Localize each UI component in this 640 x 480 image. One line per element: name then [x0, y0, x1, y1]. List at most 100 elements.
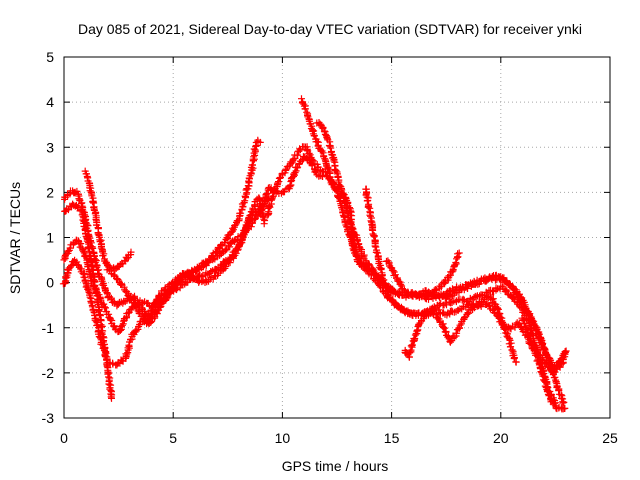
- grid-lines: [64, 57, 610, 418]
- series-trace-m: [518, 314, 570, 376]
- data-point: [446, 338, 454, 346]
- data-point: [294, 151, 302, 159]
- data-point: [502, 286, 510, 294]
- y-tick-label: 4: [46, 94, 54, 110]
- data-point: [96, 295, 104, 303]
- data-point: [356, 244, 364, 252]
- data-point: [552, 378, 560, 386]
- data-point: [390, 287, 398, 295]
- data-point: [488, 296, 496, 303]
- data-point: [413, 291, 421, 299]
- y-tick-label: 2: [46, 184, 54, 200]
- data-point: [453, 329, 461, 337]
- series-trace-g: [264, 143, 559, 407]
- data-point: [510, 355, 518, 362]
- data-point: [364, 203, 372, 211]
- data-point: [413, 327, 421, 335]
- data-point: [492, 276, 499, 284]
- data-point: [507, 343, 515, 351]
- data-point: [195, 278, 203, 286]
- data-point: [111, 266, 119, 274]
- data-point: [313, 138, 321, 145]
- series-trace-c: [81, 167, 135, 274]
- data-point: [389, 267, 397, 275]
- data-point: [454, 306, 462, 314]
- data-point: [172, 281, 179, 289]
- data-point: [79, 248, 87, 256]
- data-point: [79, 207, 87, 215]
- data-point: [105, 380, 113, 388]
- data-point: [508, 346, 516, 354]
- data-point: [256, 138, 264, 146]
- data-point: [247, 223, 255, 231]
- data-point: [274, 179, 282, 187]
- data-point: [96, 311, 103, 318]
- data-point: [540, 345, 548, 353]
- data-point: [456, 321, 464, 329]
- data-point: [110, 298, 118, 305]
- data-point: [431, 286, 439, 293]
- data-point: [124, 292, 132, 299]
- data-point: [263, 190, 271, 197]
- data-point: [349, 225, 357, 232]
- data-point: [371, 242, 379, 250]
- data-point: [372, 248, 380, 256]
- data-point: [94, 269, 102, 277]
- data-point: [448, 299, 456, 306]
- data-point: [444, 333, 452, 341]
- data-point: [348, 242, 356, 250]
- data-point: [249, 161, 256, 169]
- data-point: [240, 199, 248, 206]
- data-point: [370, 233, 378, 241]
- data-point: [84, 285, 92, 293]
- data-point: [445, 272, 453, 280]
- data-point: [303, 108, 311, 116]
- data-point: [455, 249, 463, 257]
- data-point: [338, 186, 346, 194]
- data-point: [329, 180, 337, 187]
- data-point: [454, 250, 462, 258]
- data-point: [560, 398, 568, 406]
- y-tick-label: 3: [46, 139, 54, 155]
- data-point: [562, 347, 570, 355]
- data-point: [110, 322, 118, 330]
- data-point: [123, 350, 131, 358]
- data-point: [196, 263, 204, 271]
- data-point: [485, 301, 493, 309]
- data-point: [538, 369, 546, 377]
- data-point: [123, 255, 131, 263]
- y-tick-label: -3: [42, 410, 55, 426]
- data-point: [344, 214, 352, 222]
- data-point: [556, 363, 564, 371]
- data-point: [555, 387, 563, 395]
- data-point: [411, 331, 419, 339]
- y-tick-label: 5: [46, 49, 54, 65]
- x-tick-label: 20: [493, 430, 509, 446]
- y-tick-label: -1: [42, 320, 55, 336]
- data-point: [309, 157, 317, 165]
- data-point: [108, 394, 115, 402]
- data-point: [147, 315, 154, 322]
- data-point: [377, 266, 385, 273]
- data-point: [132, 327, 140, 335]
- data-point: [408, 341, 416, 349]
- series-trace-k: [383, 249, 463, 301]
- data-point: [102, 304, 109, 312]
- data-point: [257, 202, 265, 210]
- data-point: [546, 391, 554, 399]
- data-point: [275, 178, 282, 186]
- series-trace-h: [298, 95, 568, 407]
- data-point: [370, 268, 378, 276]
- data-point: [483, 293, 491, 301]
- data-point: [269, 193, 276, 201]
- data-point: [238, 206, 246, 214]
- x-tick-label: 25: [602, 430, 618, 446]
- data-point: [527, 336, 535, 344]
- data-point: [99, 252, 107, 260]
- data-marks: [59, 95, 570, 413]
- data-point: [452, 259, 460, 266]
- x-tick-label: 5: [169, 430, 177, 446]
- y-tick-label: -2: [42, 365, 55, 381]
- x-tick-label: 10: [275, 430, 291, 446]
